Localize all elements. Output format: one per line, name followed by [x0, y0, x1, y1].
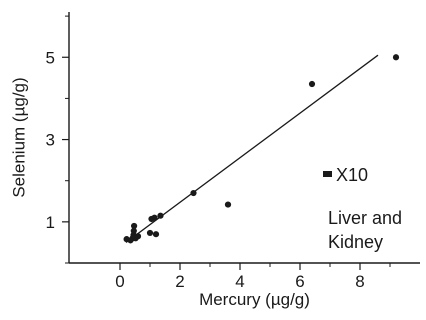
data-point-7 [134, 233, 142, 240]
data-points [123, 54, 400, 244]
x-axis-title: Mercury (µg/g) [199, 290, 310, 309]
x-tick-label: 0 [115, 272, 124, 291]
data-point-10 [151, 214, 158, 221]
x-tick-label: 6 [295, 272, 304, 291]
data-point-16 [392, 54, 400, 61]
y-tick-label: 1 [46, 213, 55, 232]
y-axis-title: Selenium (µg/g) [9, 77, 28, 197]
data-point-8 [146, 229, 154, 237]
x-tick-label: 8 [355, 272, 364, 291]
x-tick-label: 4 [235, 272, 244, 291]
data-point-5 [131, 222, 138, 230]
data-point-15 [308, 80, 316, 88]
regression-line [125, 54, 379, 243]
data-point-13 [190, 189, 197, 197]
data-point-12 [157, 212, 164, 219]
axes [68, 12, 420, 264]
y-tick-label: 3 [46, 131, 55, 150]
x-ticks: 0 2 4 6 8 [115, 263, 391, 291]
y-ticks: 1 3 5 [46, 15, 69, 264]
y-tick-label: 5 [46, 48, 55, 67]
data-point-4 [130, 227, 137, 235]
scale-marker-swatch [323, 171, 332, 177]
group-label-line-2: Kidney [328, 232, 383, 252]
data-point-11 [152, 231, 160, 238]
group-label-line-1: Liver and [328, 208, 402, 228]
scale-marker-label: X10 [336, 165, 368, 185]
x-tick-label: 2 [175, 272, 184, 291]
data-point-14 [224, 201, 232, 208]
